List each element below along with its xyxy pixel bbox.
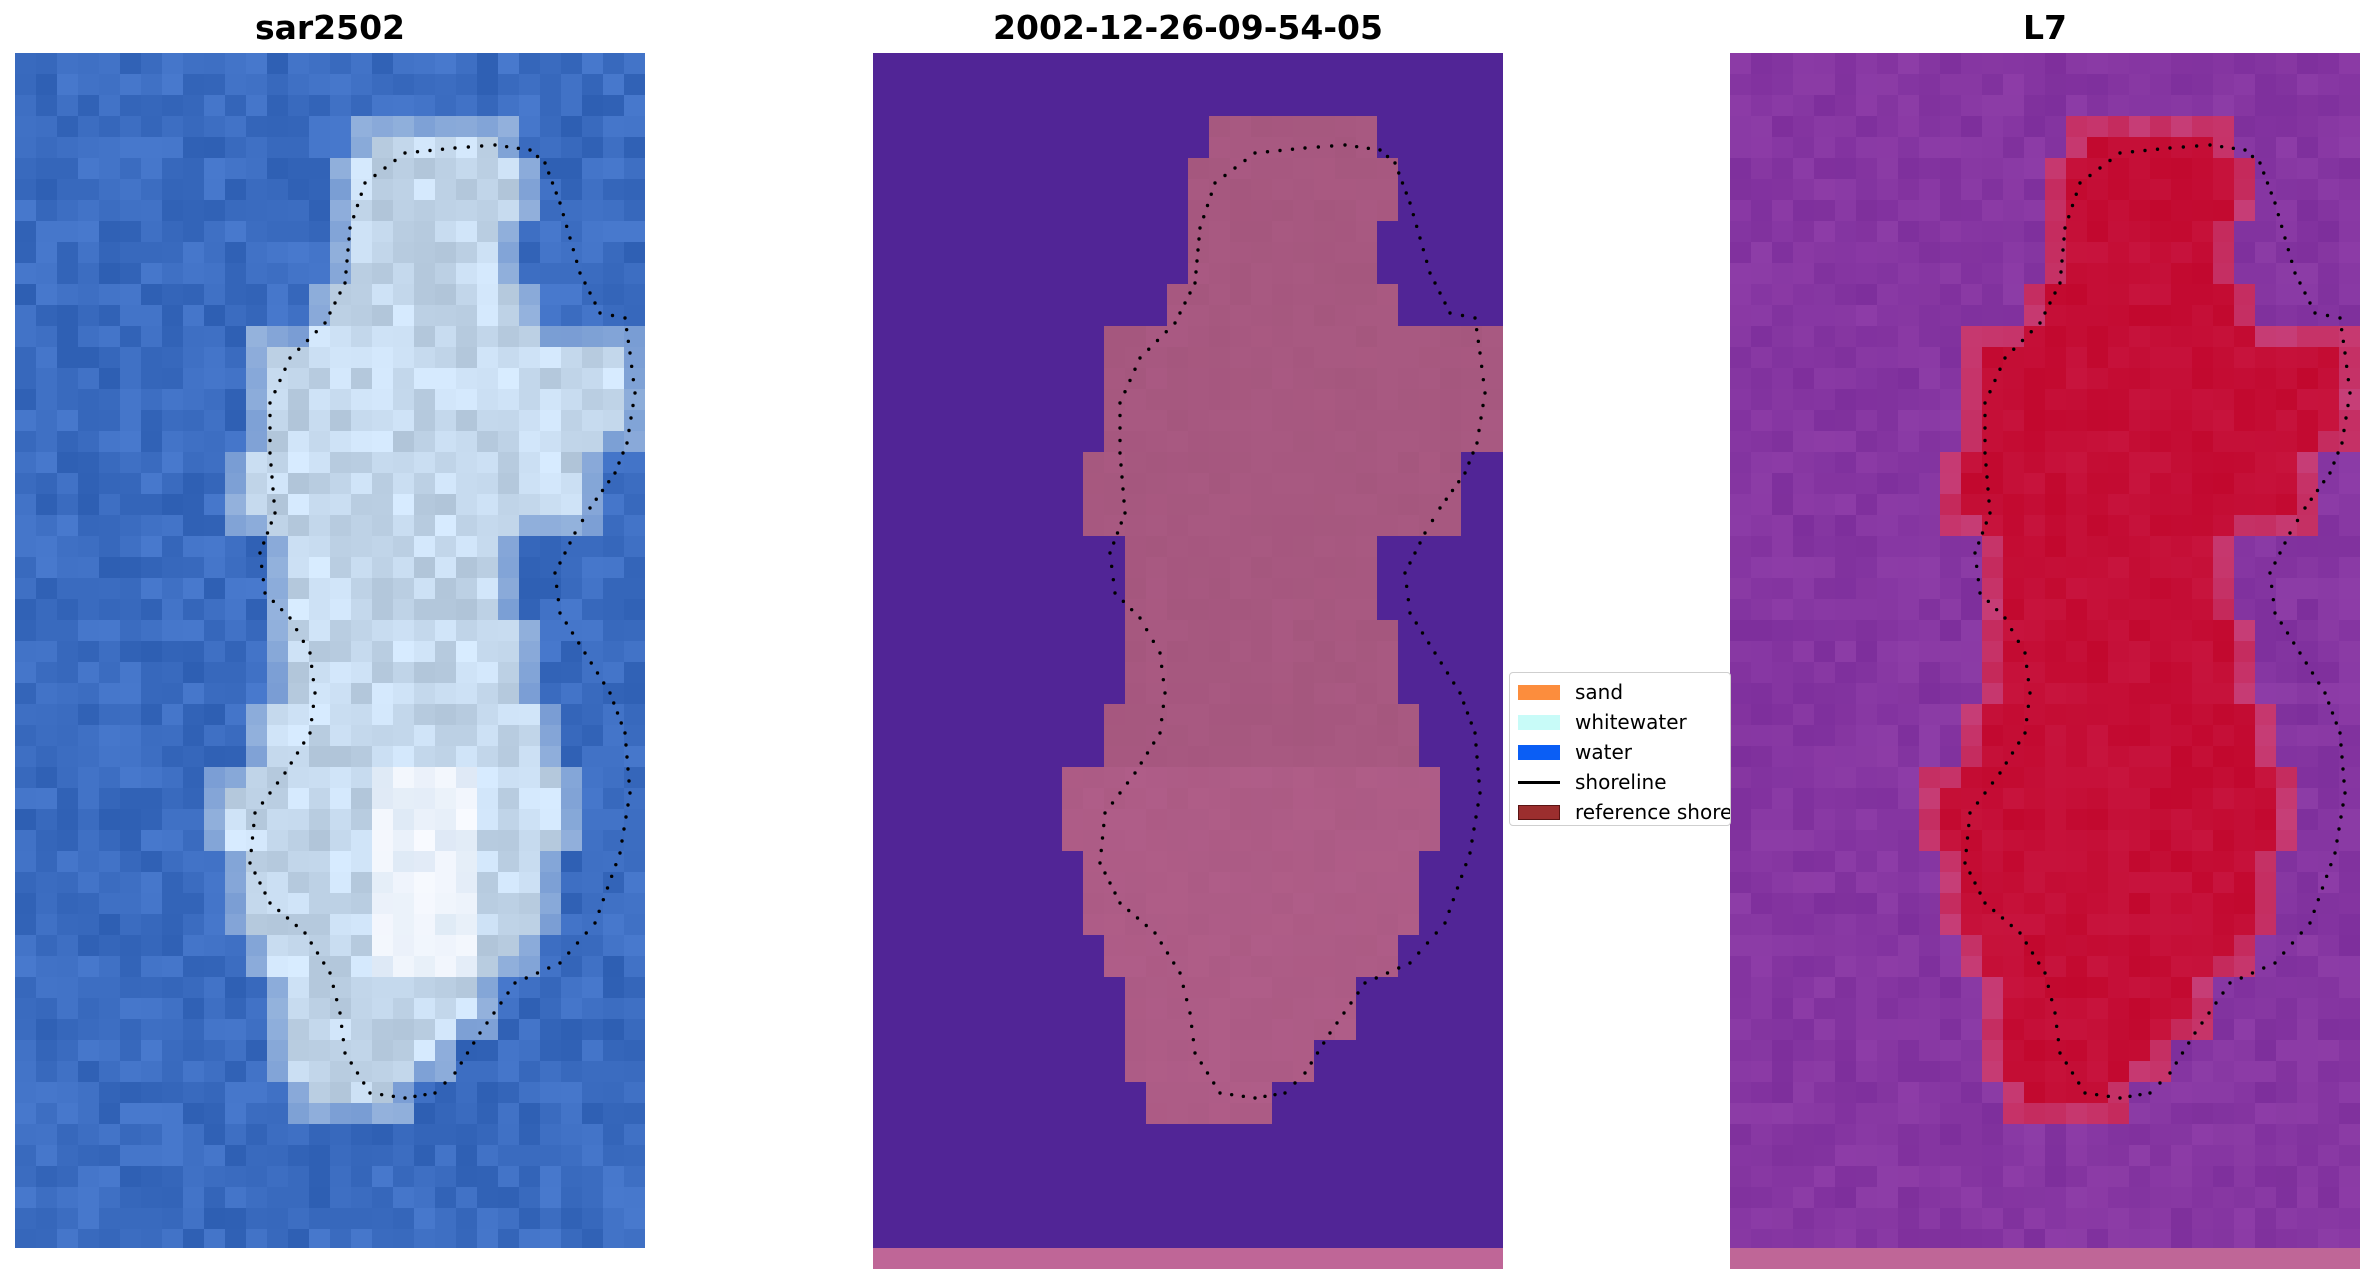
legend-label-water: water: [1575, 740, 1632, 764]
legend-line-shoreline: [1518, 780, 1560, 784]
rgb-image-panel: [15, 53, 645, 1248]
legend-item-shoreline: shoreline: [1518, 770, 1667, 794]
legend-item-whitewater: whitewater: [1518, 710, 1687, 734]
panel-title-satellite: L7: [2023, 8, 2067, 47]
legend: sand whitewater water shoreline referenc…: [1509, 672, 1731, 826]
mndwi-image: [1730, 53, 2360, 1269]
legend-item-reference-shoreline: reference shoreline: [1518, 800, 1730, 824]
panel-title-rgb: sar2502: [254, 8, 406, 47]
legend-swatch-water: [1518, 744, 1560, 760]
legend-label-sand: sand: [1575, 680, 1624, 704]
mndwi-image-panel: [1730, 53, 2360, 1269]
panel-title-date: 2002-12-26-09-54-05: [993, 8, 1383, 47]
legend-swatch-reference-shoreline: [1518, 804, 1560, 820]
legend-label-shoreline: shoreline: [1575, 770, 1667, 794]
legend-label-whitewater: whitewater: [1575, 710, 1687, 734]
rgb-image: [15, 53, 645, 1248]
classified-image: [873, 53, 1503, 1269]
legend-item-water: water: [1518, 740, 1632, 764]
classified-image-panel: [873, 53, 1503, 1269]
legend-label-reference-shoreline: reference shoreline: [1575, 800, 1730, 824]
legend-swatch-sand: [1518, 684, 1560, 700]
legend-swatch-whitewater: [1518, 714, 1560, 730]
legend-item-sand: sand: [1518, 680, 1624, 704]
